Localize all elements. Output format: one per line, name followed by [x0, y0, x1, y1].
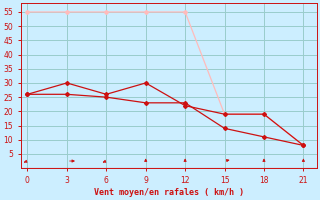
X-axis label: Vent moyen/en rafales ( km/h ): Vent moyen/en rafales ( km/h ): [94, 188, 244, 197]
